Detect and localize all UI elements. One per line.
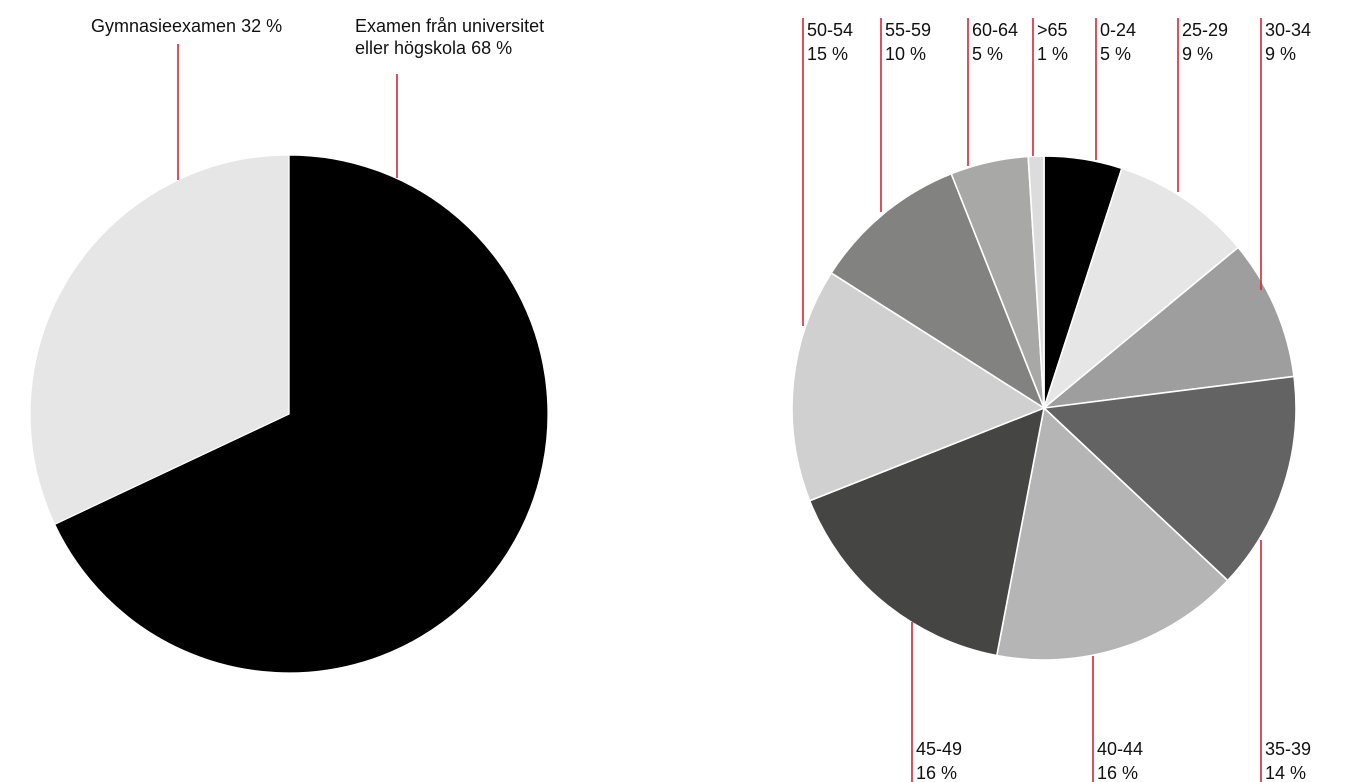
pie-slice-55-59 [830,172,1046,410]
slice-label-45-49: 45-49 [916,739,962,759]
pie-slice-25-29 [1042,167,1240,411]
pie-slice-30-34 [1041,246,1295,410]
slice-label-55-59: 55-59 [885,20,931,40]
slice-value-0-24: 5 % [1100,44,1131,64]
slice-value-40-44: 16 % [1097,763,1138,782]
slice-label-gymnasieexamen-line-1: Gymnasieexamen 32 % [91,16,282,36]
age-pie-chart [791,155,1297,661]
slice-value-55-59: 10 % [885,44,926,64]
slice-label-35-39: 35-39 [1265,739,1311,759]
slice-value-60-64: 5 % [972,44,1003,64]
slice-label-examen-fr-n-universitet-eller-h-gskola-line-2: eller högskola 68 % [355,38,512,58]
pie-slice-40-44 [995,406,1229,661]
slice-value-35-39: 14 % [1265,763,1306,782]
slice-label-25-29: 25-29 [1182,20,1228,40]
slice-value-30-34: 9 % [1265,44,1296,64]
slice-label-over-65: >65 [1037,20,1068,40]
slice-value-25-29: 9 % [1182,44,1213,64]
pie-slice-45-49 [808,406,1046,657]
pie-slice-gymnasieexamen [29,154,290,526]
pie-slice-65 [1027,155,1045,409]
slice-value-over-65: 1 % [1037,44,1068,64]
pie-slice-examen-fr-n-universitet-eller-h-gskola [53,154,549,674]
slice-label-30-34: 30-34 [1265,20,1311,40]
slice-label-examen-fr-n-universitet-eller-h-gskola-line-1: Examen från universitet [355,16,544,36]
slice-label-60-64: 60-64 [972,20,1018,40]
age-pie-labels: 0-24 5 % 25-29 9 % 30-34 9 % 35-39 14 % 40-44 16 … [802,18,1311,782]
slice-label-0-24: 0-24 [1100,20,1136,40]
education-pie-chart [29,154,549,674]
slice-value-45-49: 16 % [916,763,957,782]
pie-slice-50-54 [791,271,1046,502]
pie-slice-35-39 [1042,375,1297,582]
slice-label-40-44: 40-44 [1097,739,1143,759]
slice-label-50-54: 50-54 [807,20,853,40]
slice-value-50-54: 15 % [807,44,848,64]
